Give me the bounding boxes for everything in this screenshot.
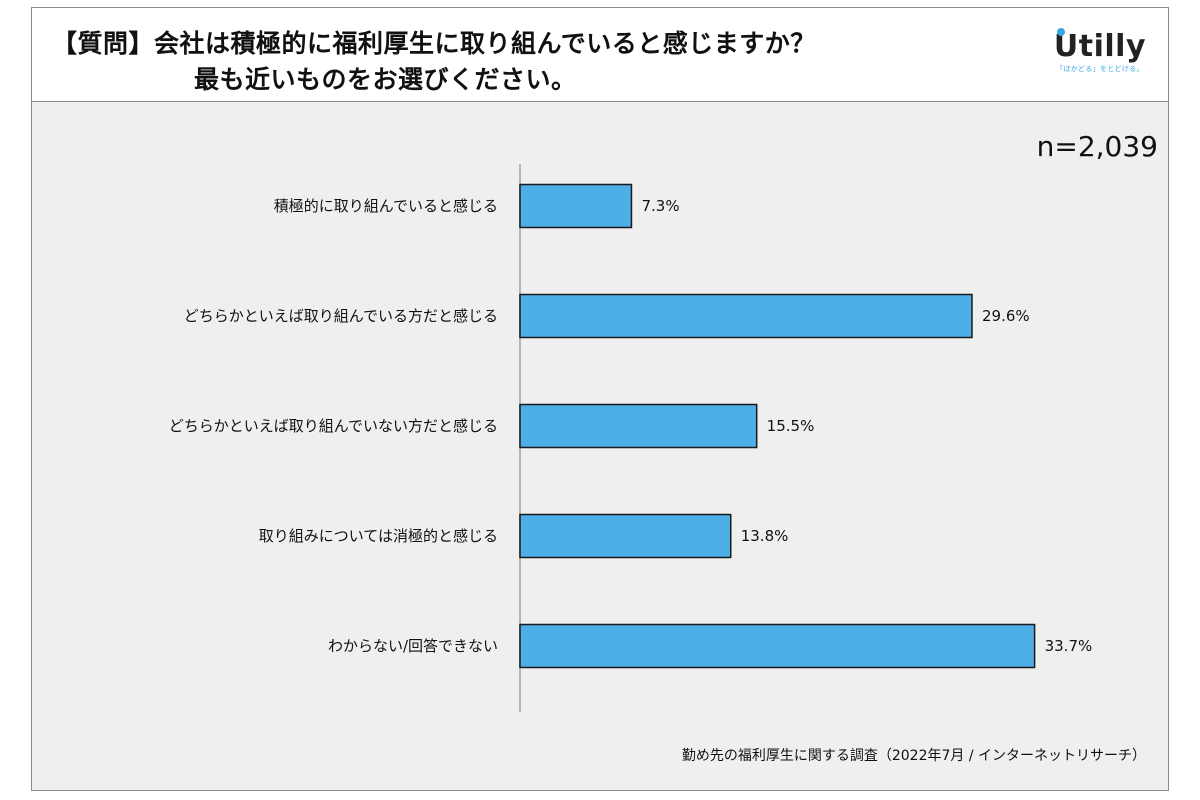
bar (519, 623, 1036, 669)
value-label: 13.8% (741, 527, 789, 545)
value-label: 15.5% (767, 417, 815, 435)
bar (519, 293, 973, 339)
question-title-line1: 【質問】会社は積極的に福利厚生に取り組んでいると感じますか？ (52, 29, 816, 58)
sample-size-label: n=2,039 (1036, 130, 1158, 163)
bar (519, 183, 633, 229)
value-label: 33.7% (1045, 637, 1093, 655)
question-title-line2: 最も近いものをお選びください。 (194, 65, 577, 94)
plot-area: 積極的に取り組んでいると感じる 7.3% どちらかといえば取り組んでいる方だと感じる… (32, 102, 1168, 790)
source-note: 勤め先の福利厚生に関する調査（2022年7月 / インターネットリサーチ） (681, 748, 1146, 764)
utilly-logo: Utilly 「ほかどる」をとどける。 (1053, 28, 1146, 74)
bar (519, 513, 732, 559)
category-label: どちらかといえば取り組んでいない方だと感じる (169, 417, 498, 435)
bar (519, 403, 758, 449)
chart-frame: 【質問】会社は積極的に福利厚生に取り組んでいると感じますか？ 最も近いものをお選… (31, 7, 1169, 791)
value-label: 29.6% (982, 307, 1030, 325)
logo-dot-icon (1056, 28, 1065, 36)
bar-chart: 積極的に取り組んでいると感じる 7.3% どちらかといえば取り組んでいる方だと感じる… (169, 164, 1093, 712)
category-label: 積極的に取り組んでいると感じる (274, 197, 498, 215)
category-label: どちらかといえば取り組んでいる方だと感じる (184, 307, 498, 325)
category-label: 取り組みについては消極的と感じる (259, 527, 498, 545)
logo-wordmark: Utilly (1053, 29, 1146, 64)
chart-header: 【質問】会社は積極的に福利厚生に取り組んでいると感じますか？ 最も近いものをお選… (32, 8, 1168, 102)
value-label: 7.3% (641, 197, 679, 215)
category-label: わからない/回答できない (328, 637, 498, 655)
logo-tagline: 「ほかどる」をとどける。 (1056, 65, 1144, 73)
